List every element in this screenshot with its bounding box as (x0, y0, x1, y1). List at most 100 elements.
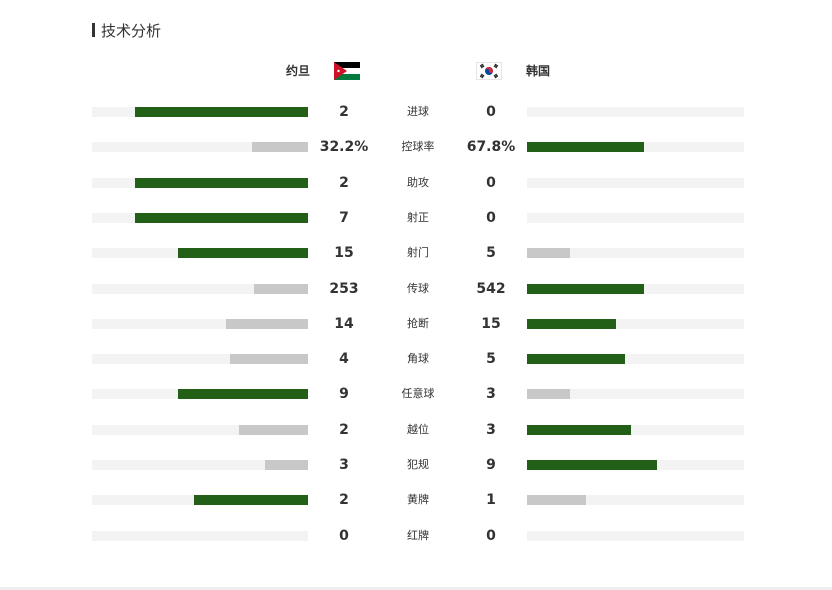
right-bar-fill (527, 248, 571, 258)
right-bar-track (527, 178, 744, 188)
left-value: 2 (339, 422, 349, 438)
left-bar-fill (135, 178, 308, 188)
stat-label: 越位 (407, 423, 429, 436)
bottom-divider (0, 587, 832, 590)
stat-row: 2 越位 3 (0, 420, 832, 440)
right-value: 0 (486, 175, 496, 191)
right-bar-track (527, 319, 744, 329)
right-bar-track (527, 495, 744, 505)
section-header: 技术分析 (92, 20, 161, 40)
left-value: 32.2% (319, 139, 369, 155)
left-value: 253 (329, 281, 359, 297)
right-bar-track (527, 389, 744, 399)
right-bar-fill (527, 425, 632, 435)
stat-row: 15 射门 5 (0, 243, 832, 263)
right-bar-track (527, 142, 744, 152)
stat-label: 控球率 (401, 140, 435, 153)
left-bar-fill (251, 142, 308, 152)
left-bar-track (92, 107, 308, 117)
right-bar-fill (527, 142, 645, 152)
left-bar-fill (178, 248, 308, 258)
stat-label: 任意球 (401, 387, 435, 400)
right-bar-fill (527, 284, 645, 294)
right-value: 5 (486, 245, 496, 261)
left-value: 2 (339, 175, 349, 191)
jordan-flag-icon (334, 62, 360, 80)
stat-row: 9 任意球 3 (0, 384, 832, 404)
left-value: 14 (334, 316, 354, 332)
right-bar-track (527, 107, 744, 117)
right-value: 3 (486, 422, 496, 438)
stat-row: 4 角球 5 (0, 349, 832, 369)
stat-label: 黄牌 (407, 493, 429, 506)
right-value: 0 (486, 528, 496, 544)
right-value: 0 (486, 104, 496, 120)
left-bar-track (92, 354, 308, 364)
right-bar-fill (527, 354, 625, 364)
left-bar-track (92, 178, 308, 188)
left-value: 2 (339, 104, 349, 120)
right-value: 542 (476, 281, 506, 297)
stat-label: 射正 (407, 211, 429, 224)
right-bar-fill (527, 495, 586, 505)
left-value: 2 (339, 492, 349, 508)
stat-label: 角球 (407, 352, 429, 365)
right-bar-track (527, 248, 744, 258)
stat-row: 32.2% 控球率 67.8% (0, 137, 832, 157)
left-bar-fill (254, 284, 308, 294)
right-bar-track (527, 531, 744, 541)
left-bar-fill (225, 319, 308, 329)
right-value: 3 (486, 386, 496, 402)
stat-label: 抢断 (407, 317, 429, 330)
left-bar-track (92, 389, 308, 399)
right-value: 0 (486, 210, 496, 226)
right-value: 5 (486, 351, 496, 367)
section-title: 技术分析 (101, 21, 162, 40)
stat-row: 2 黄牌 1 (0, 490, 832, 510)
right-bar-track (527, 213, 744, 223)
right-value: 9 (486, 457, 496, 473)
left-value: 4 (339, 351, 349, 367)
stat-label: 射门 (407, 246, 429, 259)
south-korea-flag-icon (476, 62, 502, 80)
left-bar-fill (135, 213, 308, 223)
left-bar-track (92, 142, 308, 152)
right-value: 1 (486, 492, 496, 508)
right-value: 15 (481, 316, 501, 332)
stat-label: 红牌 (407, 529, 429, 542)
left-bar-track (92, 248, 308, 258)
left-bar-fill (178, 389, 308, 399)
left-bar-fill (135, 107, 308, 117)
left-bar-fill (264, 460, 308, 470)
stat-row: 2 助攻 0 (0, 173, 832, 193)
left-bar-track (92, 284, 308, 294)
left-bar-fill (238, 425, 308, 435)
stat-row: 7 射正 0 (0, 208, 832, 228)
stat-row: 14 抢断 15 (0, 314, 832, 334)
left-bar-track (92, 531, 308, 541)
team-left-name: 约旦 (285, 64, 310, 78)
stat-row: 253 传球 542 (0, 279, 832, 299)
right-value: 67.8% (466, 139, 516, 155)
team-right-name: 韩国 (526, 64, 551, 78)
left-value: 9 (339, 386, 349, 402)
right-bar-fill (527, 389, 571, 399)
title-accent-bar (92, 23, 95, 37)
stat-label: 进球 (407, 105, 429, 118)
left-value: 3 (339, 457, 349, 473)
right-bar-track (527, 354, 744, 364)
left-bar-track (92, 319, 308, 329)
right-bar-track (527, 460, 744, 470)
left-bar-fill (193, 495, 308, 505)
left-value: 15 (334, 245, 354, 261)
left-bar-track (92, 213, 308, 223)
right-bar-track (527, 284, 744, 294)
left-bar-track (92, 460, 308, 470)
left-value: 7 (339, 210, 349, 226)
stat-row: 0 红牌 0 (0, 526, 832, 546)
right-bar-fill (527, 460, 658, 470)
stat-label: 助攻 (407, 176, 429, 189)
stat-label: 犯规 (407, 458, 429, 471)
right-bar-fill (527, 319, 616, 329)
stat-row: 3 犯规 9 (0, 455, 832, 475)
